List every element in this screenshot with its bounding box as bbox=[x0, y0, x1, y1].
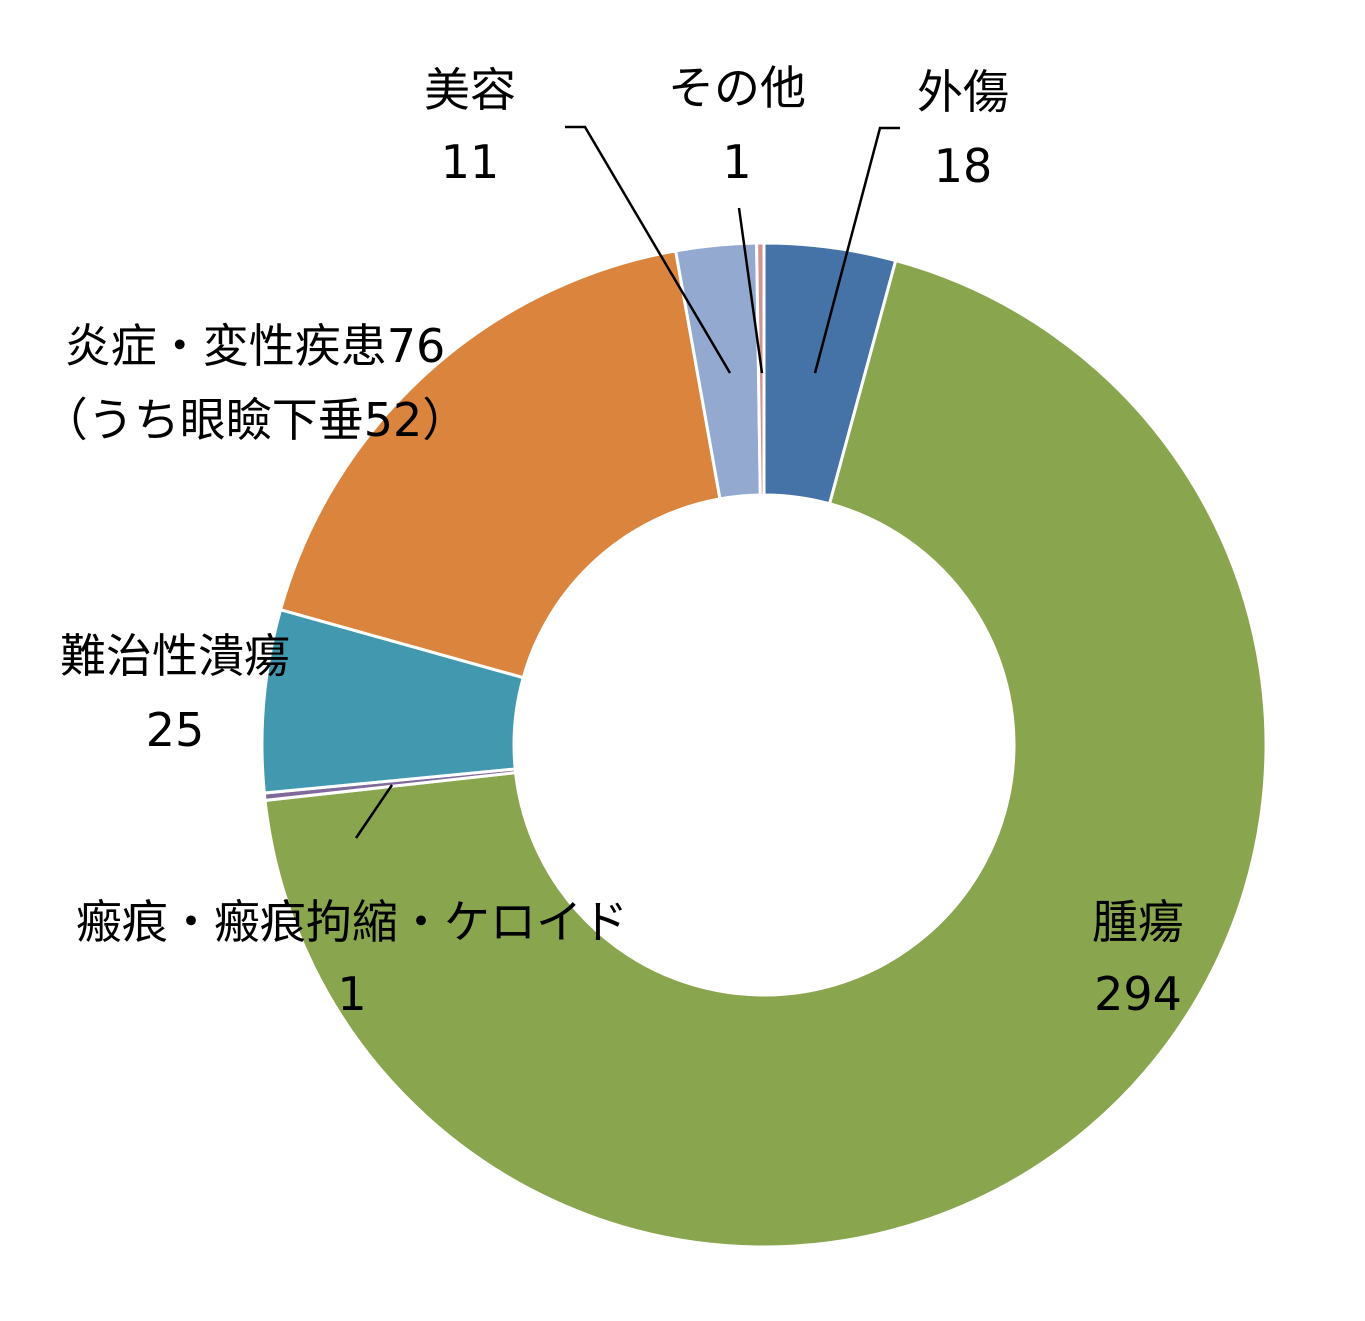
donut-slice-1 bbox=[263, 258, 1268, 1249]
slice-value-label-5: 11 bbox=[441, 135, 500, 189]
slice-value-label-2: 1 bbox=[337, 967, 366, 1021]
slice-label-1: 腫瘍 bbox=[1092, 895, 1184, 949]
slice-value-label-0: 18 bbox=[934, 139, 993, 193]
leader-line-5 bbox=[565, 125, 732, 374]
leader-line-0 bbox=[813, 126, 900, 374]
slice-label-6: その他 bbox=[668, 61, 806, 115]
slice-label-3: 難治性潰瘍 bbox=[60, 629, 290, 683]
slice-value-label-4: （うち眼瞼下垂52） bbox=[42, 393, 469, 447]
donut-slice-4 bbox=[278, 249, 722, 680]
leader-line-6 bbox=[737, 207, 764, 374]
slice-value-label-1: 294 bbox=[1094, 967, 1182, 1021]
slice-label-2: 瘢痕・瘢痕拘縮・ケロイド bbox=[76, 895, 628, 949]
slice-label-0: 外傷 bbox=[917, 65, 1009, 119]
leader-line-2 bbox=[354, 784, 394, 839]
slice-value-label-3: 25 bbox=[146, 703, 205, 757]
slice-label-5: 美容 bbox=[424, 63, 516, 117]
slice-value-label-6: 1 bbox=[722, 135, 751, 189]
slice-label-4: 炎症・変性疾患76 bbox=[65, 319, 446, 373]
